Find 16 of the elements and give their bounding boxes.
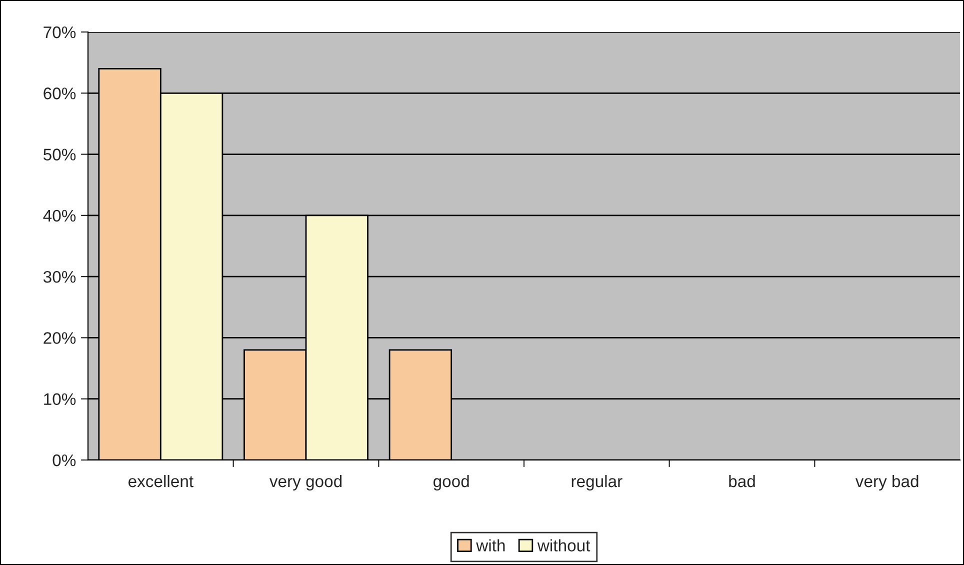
legend-label: without <box>537 539 590 552</box>
legend-label: with <box>476 539 505 552</box>
x-tick-label: good <box>433 474 469 491</box>
y-tick-label: 30% <box>43 270 76 283</box>
y-tick-label: 10% <box>44 393 76 406</box>
y-tick-label: 50% <box>44 148 76 160</box>
x-tick-label: bad <box>729 474 755 488</box>
y-tick-label: 70% <box>44 26 76 38</box>
x-tick-label: very good <box>269 474 342 491</box>
y-tick-label: 60% <box>44 88 76 100</box>
y-tick-label: 40% <box>43 210 76 222</box>
x-tick-label: regular <box>572 474 622 491</box>
y-tick-label: 20% <box>44 332 76 344</box>
y-tick-label: 0% <box>52 454 76 466</box>
x-tick-label: very bad <box>855 474 918 491</box>
x-tick-label: excellent <box>128 474 194 488</box>
